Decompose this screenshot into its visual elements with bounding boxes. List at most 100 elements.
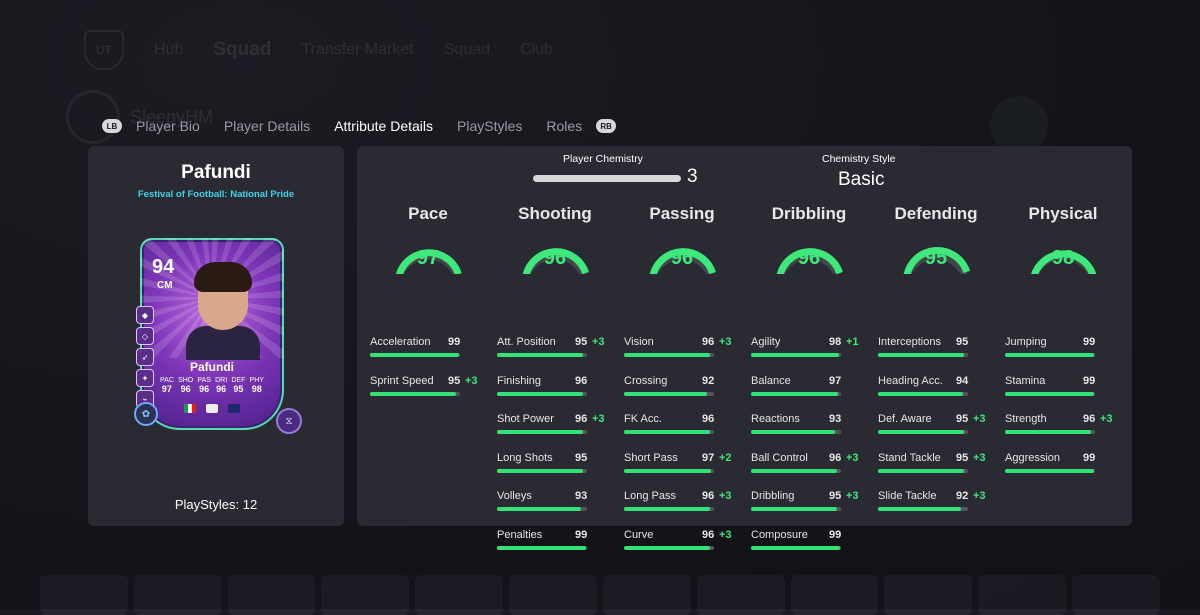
attribute-row: Long Shots 95 [497, 452, 613, 486]
attribute-row: Heading Acc. 94 [878, 375, 994, 409]
player-name: Pafundi [181, 162, 251, 183]
playstyle-icons: ◆ ◇ ➶ ✦ ⌁ [136, 306, 154, 408]
attribute-value: 96 [829, 451, 842, 464]
attribute-value: 99 [1083, 336, 1096, 348]
attribute-value: 95 [956, 413, 969, 425]
bg-nav-squad-2: Squad [443, 41, 491, 58]
attribute-name: Penalties [497, 528, 543, 541]
attribute-chem-boost: +3 [592, 336, 605, 348]
attribute-bar-fill [1005, 353, 1095, 357]
attribute-bar [497, 353, 587, 357]
attribute-row: Short Pass 97 +2 [624, 452, 740, 486]
category-gauge [522, 248, 589, 274]
attribute-bar-fill [878, 353, 964, 357]
attribute-name: Def. Aware [878, 413, 932, 425]
playstyles-count: PlayStyles: 12 [174, 497, 258, 512]
attribute-name: Finishing [497, 374, 542, 387]
attribute-chem-boost: +3 [719, 336, 732, 348]
username: SleepyHM [130, 106, 214, 127]
tab-player-details[interactable]: Player Details [223, 118, 311, 134]
player-chemistry-value: 3 [687, 166, 698, 187]
attribute-name: Crossing [624, 374, 668, 387]
card-promo-title: Festival of Football: National Pride [137, 189, 295, 200]
category-name: Dribbling [771, 204, 847, 223]
card-stat: DRI 96 [215, 377, 228, 394]
attribute-name: Sprint Speed [370, 374, 434, 387]
attribute-row: Acceleration 99 [370, 336, 486, 370]
card-stat: PAS 96 [197, 377, 211, 394]
attribute-chem-boost: +2 [719, 451, 732, 464]
attribute-bar [751, 507, 841, 511]
attribute-bar-fill [497, 353, 583, 357]
attribute-bar-fill [878, 430, 964, 434]
attribute-bar-fill [624, 391, 707, 396]
attribute-bar [1005, 391, 1095, 396]
rb-button-icon[interactable]: RB [596, 119, 617, 133]
category-gauge [649, 248, 716, 274]
attribute-bar [370, 353, 460, 357]
attribute-value: 95 [575, 451, 588, 464]
playstyle-icon: ◇ [136, 327, 154, 345]
attribute-chem-boost: +3 [973, 490, 986, 502]
attribute-row: Penalties 99 [497, 529, 613, 563]
attribute-row: Crossing 92 [624, 375, 740, 409]
attribute-row: Volleys 93 [497, 490, 613, 524]
attribute-bar [624, 545, 714, 550]
chemistry-style-value[interactable]: Basic [838, 169, 885, 190]
attribute-name: Acceleration [370, 336, 431, 348]
attribute-name: Vision [624, 336, 654, 348]
gauge-fill [522, 248, 589, 274]
category-name: Pace [408, 204, 448, 223]
attribute-bar-fill [624, 430, 711, 434]
background-user: SleepyHM [66, 90, 213, 144]
attribute-bar [497, 430, 587, 434]
attribute-name: Curve [624, 528, 654, 541]
player-chemistry-bar [533, 175, 681, 182]
attribute-row: Finishing 96 [497, 375, 613, 409]
attribute-value: 96 [702, 490, 715, 502]
attribute-bar [370, 391, 460, 396]
attribute-row: Stand Tackle 95 +3 [878, 452, 994, 486]
tab-player-bio[interactable]: Player Bio [136, 118, 200, 134]
attribute-bar-fill [751, 430, 835, 434]
attribute-value: 99 [1083, 374, 1096, 387]
club-crest-icon [228, 404, 240, 413]
evolution-badge-icon: ✿ [134, 402, 158, 426]
chemistry-style-label: Chemistry Style [822, 153, 896, 165]
attribute-bar-fill [624, 507, 711, 511]
attribute-panel: Player Chemistry 3 Chemistry Style Basic… [357, 146, 1132, 550]
attribute-bar-fill [624, 468, 712, 473]
attribute-chem-boost: +3 [846, 490, 859, 502]
category-rating: 96 [670, 247, 694, 269]
attribute-bar [1005, 468, 1095, 473]
attribute-bar [624, 507, 714, 511]
playstyle-plus-icon: ◆ [136, 306, 154, 324]
attribute-bar-fill [497, 430, 584, 434]
player-card[interactable]: 94 CM ◆ ◇ ➶ ✦ ⌁ Pafundi PAC 97 SHO 96 PAS 9… [134, 238, 302, 434]
background-header: UT Hub Squad Transfer Market Squad Club [84, 30, 553, 70]
attribute-name: FK Acc. [624, 413, 662, 425]
attribute-row: Sprint Speed 95 +3 [370, 375, 486, 409]
player-panel: Pafundi Festival of Football: National P… [88, 146, 344, 526]
attribute-bar-fill [878, 507, 961, 511]
category-name: Shooting [518, 204, 592, 223]
attribute-value: 95 [956, 451, 969, 464]
attribute-name: Long Shots [497, 451, 553, 464]
card-rating: 94 [152, 256, 175, 278]
lb-button-icon[interactable]: LB [102, 119, 122, 133]
attribute-row: Reactions 93 [751, 413, 867, 447]
attribute-row: Curve 96 +3 [624, 529, 740, 563]
tab-roles[interactable]: Roles [546, 118, 583, 134]
attribute-bar [497, 545, 587, 550]
italy-flag-icon [184, 404, 196, 413]
attribute-bar-fill [624, 545, 711, 550]
attribute-value: 92 [956, 490, 969, 502]
attribute-bar [1005, 430, 1095, 434]
attribute-chem-boost: +3 [846, 451, 859, 464]
attribute-row: Balance 97 [751, 375, 867, 409]
category-rating: 95 [924, 247, 948, 269]
tab-attribute-details[interactable]: Attribute Details [334, 118, 434, 134]
tab-playstyles[interactable]: PlayStyles [457, 118, 523, 134]
attribute-row: Composure 99 [751, 529, 867, 563]
attribute-value: 96 [702, 413, 715, 425]
